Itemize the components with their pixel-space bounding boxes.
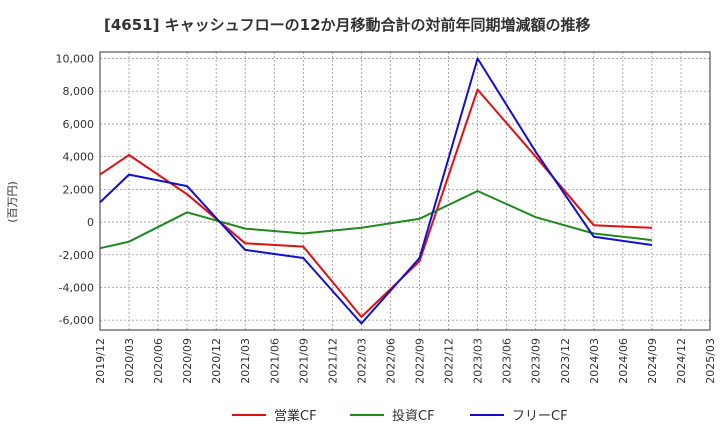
y-tick-label: 6,000 bbox=[63, 118, 95, 131]
chart-title: [4651] キャッシュフローの12か月移動合計の対前年同期増減額の推移 bbox=[104, 16, 591, 34]
x-tick-label: 2024/03 bbox=[588, 338, 601, 384]
x-tick-label: 2022/12 bbox=[443, 338, 456, 384]
y-tick-label: -4,000 bbox=[59, 281, 94, 294]
x-tick-label: 2021/03 bbox=[239, 338, 252, 384]
x-tick-label: 2021/06 bbox=[268, 338, 281, 384]
legend-label: 投資CF bbox=[392, 408, 435, 424]
x-tick-label: 2024/12 bbox=[675, 338, 688, 384]
x-tick-label: 2019/12 bbox=[94, 338, 107, 384]
grid-lines bbox=[99, 52, 711, 330]
y-tick-label: 0 bbox=[87, 216, 94, 229]
y-tick-label: 2,000 bbox=[63, 183, 95, 196]
y-tick-label: 4,000 bbox=[63, 151, 95, 164]
x-tick-label: 2023/06 bbox=[501, 338, 514, 384]
x-tick-label: 2021/12 bbox=[326, 338, 339, 384]
plot-frame bbox=[99, 51, 711, 331]
series-line bbox=[99, 190, 653, 250]
x-tick-label: 2022/03 bbox=[355, 338, 368, 384]
series-lines bbox=[99, 57, 653, 325]
y-tick-label: 10,000 bbox=[56, 53, 95, 66]
x-tick-label: 2020/06 bbox=[152, 338, 165, 384]
x-tick-label: 2021/09 bbox=[297, 338, 310, 384]
x-tick-label: 2020/09 bbox=[181, 338, 194, 384]
x-tick-label: 2025/03 bbox=[704, 338, 717, 384]
axis-ticks: 10,000 8,000 6,000 4,000 2,000 0 -2,000 -4,000 -… bbox=[56, 53, 718, 384]
x-tick-label: 2022/06 bbox=[384, 338, 397, 384]
y-tick-label: -2,000 bbox=[59, 249, 94, 262]
legend-label: フリーCF bbox=[512, 409, 568, 424]
x-tick-label: 2020/12 bbox=[210, 338, 223, 384]
x-tick-label: 2022/09 bbox=[414, 338, 427, 384]
x-tick-label: 2024/06 bbox=[617, 338, 630, 384]
x-tick-label: 2020/03 bbox=[123, 338, 136, 384]
y-tick-label: 8,000 bbox=[63, 85, 95, 98]
legend-label: 営業CF bbox=[274, 408, 317, 424]
series-line bbox=[99, 57, 653, 325]
x-tick-label: 2023/12 bbox=[559, 338, 572, 384]
x-tick-label: 2024/09 bbox=[646, 338, 659, 384]
y-axis-label: (百万円) bbox=[6, 181, 19, 223]
legend: 営業CF 投資CF フリーCF bbox=[232, 408, 568, 424]
x-tick-label: 2023/09 bbox=[530, 338, 543, 384]
y-tick-label: -6,000 bbox=[59, 314, 94, 327]
x-tick-label: 2023/03 bbox=[472, 338, 485, 384]
